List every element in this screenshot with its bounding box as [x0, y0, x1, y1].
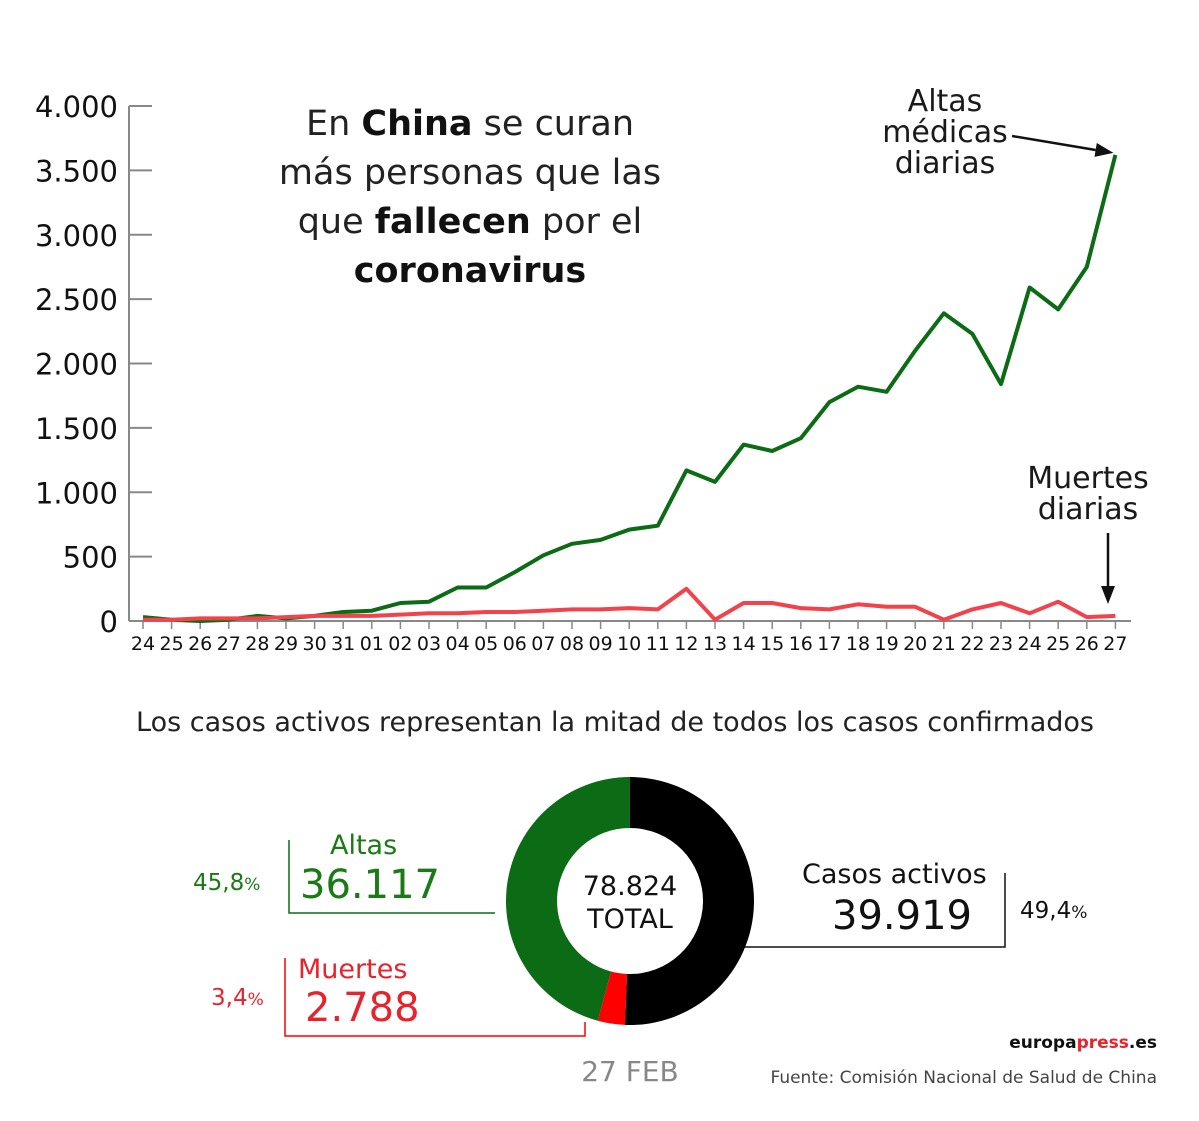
x-tick-label: 13 [703, 633, 727, 655]
y-tick-label: 0 [100, 605, 118, 639]
x-tick-label: 10 [617, 633, 641, 655]
y-tick-label: 2.000 [35, 348, 118, 382]
x-tick-label: 21 [932, 633, 956, 655]
x-tick-label: 25 [1046, 633, 1070, 655]
donut-slice-casos-activos [624, 777, 754, 1025]
donut-title: Los casos activos representan la mitad d… [136, 707, 1094, 738]
x-tick-label: 24 [131, 633, 155, 655]
x-tick-label: 15 [760, 633, 784, 655]
donut-date: 27 FEB [581, 1055, 679, 1088]
muertes-series-line [143, 586, 1116, 622]
x-tick-label: 03 [417, 633, 441, 655]
muertes-arrow [1101, 533, 1115, 604]
muertes-value: 2.788 [305, 985, 420, 1031]
x-tick-label: 27 [217, 633, 241, 655]
x-tick-label: 12 [674, 633, 698, 655]
line-chart-series [142, 154, 1118, 623]
altas-arrow [1011, 134, 1114, 157]
y-tick-label: 500 [63, 541, 118, 575]
muertes-series-label: Muertes diarias [1027, 461, 1149, 527]
x-tick-label: 17 [817, 633, 841, 655]
x-tick-label: 26 [188, 633, 212, 655]
x-tick-label: 27 [1103, 633, 1127, 655]
altas-leader [288, 840, 495, 914]
x-tick-label: 04 [446, 633, 470, 655]
x-tick-label: 01 [360, 633, 384, 655]
donut-slice-muertes [597, 971, 628, 1025]
x-tick-label: 14 [732, 633, 756, 655]
activos-leader [745, 873, 1006, 948]
brand-logo: europapress.es [1009, 1033, 1157, 1053]
donut-chart [505, 777, 754, 1025]
donut-total: 78.824 TOTAL [582, 871, 678, 935]
x-tick-label: 26 [1075, 633, 1099, 655]
x-tick-label: 30 [303, 633, 327, 655]
altas-value: 36.117 [300, 862, 440, 908]
muertes-pct: 3,4% [211, 985, 264, 1011]
activos-title: Casos activos [802, 859, 987, 890]
altas-pct: 45,8% [193, 870, 261, 896]
muertes-title: Muertes [298, 954, 408, 985]
donut-slice-altas [505, 777, 630, 1021]
x-tick-label: 16 [789, 633, 813, 655]
y-tick-label: 1.500 [35, 412, 118, 446]
x-tick-label: 19 [875, 633, 899, 655]
donut-leader-lines [284, 840, 1006, 1037]
x-tick-label: 18 [846, 633, 870, 655]
activos-pct: 49,4% [1020, 898, 1088, 924]
x-tick-label: 08 [560, 633, 584, 655]
source-note: Fuente: Comisión Nacional de Salud de Ch… [770, 1068, 1157, 1088]
x-tick-label: 29 [274, 633, 298, 655]
x-tick-label: 20 [903, 633, 927, 655]
y-tick-label: 3.500 [35, 154, 118, 188]
x-tick-label: 24 [1018, 633, 1042, 655]
x-tick-label: 31 [331, 633, 355, 655]
chart-headline: En China se curan más personas que las q… [278, 104, 662, 291]
x-tick-label: 06 [503, 633, 527, 655]
activos-value: 39.919 [832, 893, 972, 939]
muertes-leader [284, 958, 586, 1037]
annotation-arrows [1011, 134, 1115, 604]
x-tick-label: 02 [388, 633, 412, 655]
y-tick-label: 3.000 [35, 219, 118, 253]
x-tick-label: 05 [474, 633, 498, 655]
y-tick-label: 4.000 [35, 90, 118, 124]
x-tick-label: 09 [589, 633, 613, 655]
x-tick-label: 23 [989, 633, 1013, 655]
x-tick-label: 28 [245, 633, 269, 655]
line-chart-axes: 0 500 1.000 1.500 2.000 2.500 3.000 3.500 4.000 2… [35, 90, 1131, 655]
x-tick-label: 11 [646, 633, 670, 655]
y-tick-label: 2.500 [35, 283, 118, 317]
x-tick-label: 25 [160, 633, 184, 655]
x-tick-label: 22 [960, 633, 984, 655]
x-tick-label: 07 [531, 633, 555, 655]
altas-title: Altas [330, 830, 398, 861]
y-tick-label: 1.000 [35, 476, 118, 510]
altas-series-label: Altas médicas diarias [882, 84, 1008, 181]
